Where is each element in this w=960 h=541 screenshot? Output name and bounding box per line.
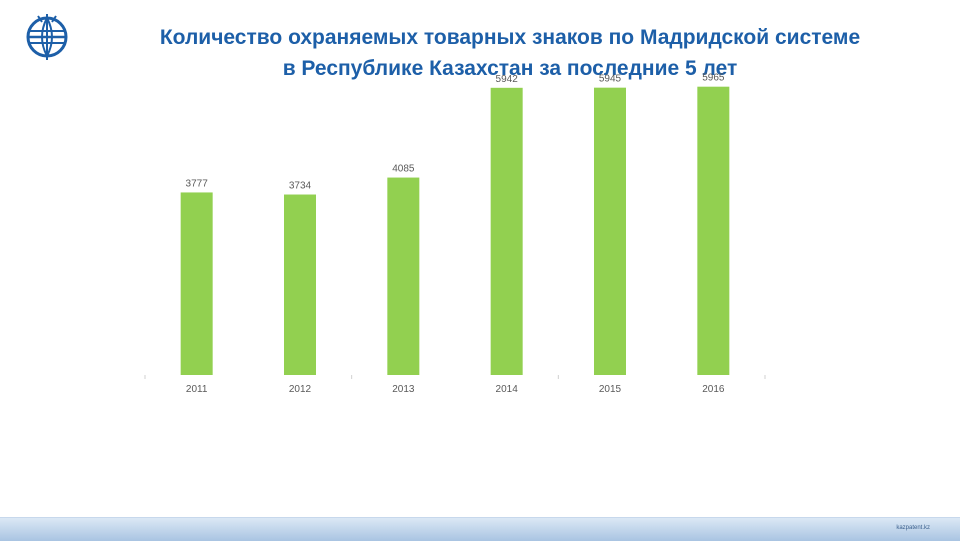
x-tick-label: 2011 — [186, 384, 208, 395]
title-line-2: в Республике Казахстан за последние 5 ле… — [282, 57, 738, 80]
data-label: 5965 — [702, 73, 725, 84]
logo-icon — [26, 14, 68, 60]
x-tick-label: 2016 — [702, 384, 725, 395]
data-label: 3734 — [289, 181, 312, 192]
bar — [594, 87, 626, 376]
x-tick-label: 2012 — [289, 384, 312, 395]
bar — [284, 194, 316, 375]
x-tick-label: 2013 — [392, 384, 415, 395]
data-label: 5945 — [599, 74, 622, 85]
bar — [490, 87, 523, 375]
data-label: 3777 — [186, 178, 209, 189]
footer-text: kazpatent.kz — [896, 525, 930, 531]
bar — [180, 192, 213, 375]
data-label: 4085 — [392, 164, 415, 175]
title-line-1: Количество охраняемых товарных знаков по… — [159, 26, 861, 49]
data-label: 5942 — [496, 74, 519, 85]
page-title: Количество охраняемых товарных знаков по… — [80, 22, 940, 84]
x-tick-label: 2015 — [599, 384, 622, 395]
x-tick-label: 2014 — [496, 384, 519, 395]
bar — [697, 86, 730, 376]
footer-bar: kazpatent.kz — [0, 517, 960, 541]
bar — [387, 177, 420, 375]
